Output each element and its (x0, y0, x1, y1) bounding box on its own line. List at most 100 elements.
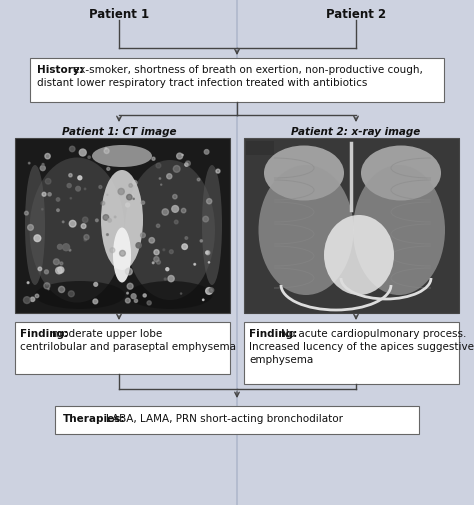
Circle shape (63, 221, 64, 223)
Ellipse shape (29, 158, 125, 302)
Circle shape (94, 282, 98, 286)
Text: moderate upper lobe: moderate upper lobe (52, 329, 162, 339)
Circle shape (118, 188, 124, 194)
Ellipse shape (258, 165, 354, 295)
Text: ex-smoker, shortness of breath on exertion, non-productive cough,: ex-smoker, shortness of breath on exerti… (73, 65, 423, 75)
Circle shape (99, 185, 102, 188)
Circle shape (42, 192, 46, 196)
Text: Increased lucency of the apices suggestive of: Increased lucency of the apices suggesti… (249, 342, 474, 352)
Circle shape (28, 162, 30, 164)
Circle shape (174, 220, 178, 224)
Circle shape (27, 225, 33, 230)
Circle shape (56, 198, 60, 201)
Circle shape (119, 250, 126, 256)
Circle shape (63, 244, 70, 250)
Circle shape (164, 278, 166, 280)
Circle shape (203, 216, 209, 222)
Text: Patient 2: Patient 2 (326, 8, 386, 21)
Circle shape (101, 201, 105, 205)
Circle shape (78, 176, 82, 180)
Bar (244, 322, 459, 384)
Text: History:: History: (37, 65, 84, 75)
Circle shape (133, 198, 134, 199)
Circle shape (30, 297, 35, 301)
Circle shape (110, 247, 115, 252)
Circle shape (82, 217, 88, 223)
Circle shape (48, 288, 49, 290)
Circle shape (209, 262, 210, 263)
Circle shape (69, 249, 71, 251)
Circle shape (84, 188, 86, 190)
Circle shape (81, 224, 86, 228)
Circle shape (130, 195, 133, 197)
Text: Patient 2: x-ray image: Patient 2: x-ray image (292, 127, 420, 137)
Circle shape (70, 197, 72, 199)
Circle shape (93, 299, 98, 304)
Circle shape (38, 267, 42, 271)
Circle shape (60, 262, 63, 265)
Circle shape (126, 298, 130, 303)
Circle shape (167, 174, 172, 179)
Circle shape (202, 299, 204, 300)
Circle shape (27, 282, 29, 284)
Circle shape (152, 157, 155, 160)
Circle shape (44, 283, 50, 289)
Circle shape (154, 257, 159, 262)
Circle shape (204, 149, 209, 154)
Text: Patient 1: CT image: Patient 1: CT image (62, 127, 176, 137)
Circle shape (24, 296, 30, 304)
Circle shape (185, 237, 188, 239)
Circle shape (69, 220, 76, 227)
Ellipse shape (113, 227, 131, 282)
Circle shape (206, 287, 212, 294)
Ellipse shape (202, 165, 222, 285)
Circle shape (149, 237, 155, 243)
Circle shape (134, 299, 137, 302)
Circle shape (172, 206, 179, 212)
Bar (15, 138, 230, 313)
Bar (244, 138, 459, 313)
Circle shape (136, 243, 141, 248)
Circle shape (143, 294, 146, 297)
Circle shape (182, 208, 186, 213)
Circle shape (25, 211, 28, 215)
Circle shape (105, 147, 107, 149)
Circle shape (107, 234, 109, 235)
Ellipse shape (25, 165, 45, 285)
Circle shape (34, 235, 41, 241)
Circle shape (154, 249, 159, 255)
Circle shape (45, 154, 50, 159)
Circle shape (173, 194, 177, 199)
Circle shape (185, 163, 188, 166)
Circle shape (126, 268, 132, 275)
Ellipse shape (92, 145, 152, 167)
Circle shape (141, 233, 146, 238)
Circle shape (182, 155, 183, 156)
Circle shape (161, 184, 162, 185)
Circle shape (127, 292, 128, 294)
Circle shape (156, 163, 161, 168)
Circle shape (127, 194, 132, 200)
Circle shape (207, 198, 212, 204)
Circle shape (200, 240, 202, 242)
Circle shape (206, 251, 210, 255)
Text: No acute cardiopulmonary process.: No acute cardiopulmonary process. (281, 329, 466, 339)
Circle shape (206, 251, 208, 254)
Text: distant lower respiratory tract infection treated with antibiotics: distant lower respiratory tract infectio… (37, 78, 367, 88)
Circle shape (197, 178, 200, 181)
Circle shape (181, 293, 182, 294)
Circle shape (69, 174, 72, 177)
Circle shape (127, 283, 133, 289)
Circle shape (58, 286, 64, 292)
Circle shape (209, 288, 214, 292)
Circle shape (84, 235, 89, 240)
Circle shape (76, 186, 81, 191)
Ellipse shape (361, 145, 441, 200)
Ellipse shape (264, 145, 344, 200)
Circle shape (103, 215, 109, 220)
Circle shape (166, 268, 169, 271)
Bar (55, 406, 419, 434)
Ellipse shape (353, 165, 445, 295)
Bar (30, 58, 444, 102)
Ellipse shape (128, 281, 212, 309)
